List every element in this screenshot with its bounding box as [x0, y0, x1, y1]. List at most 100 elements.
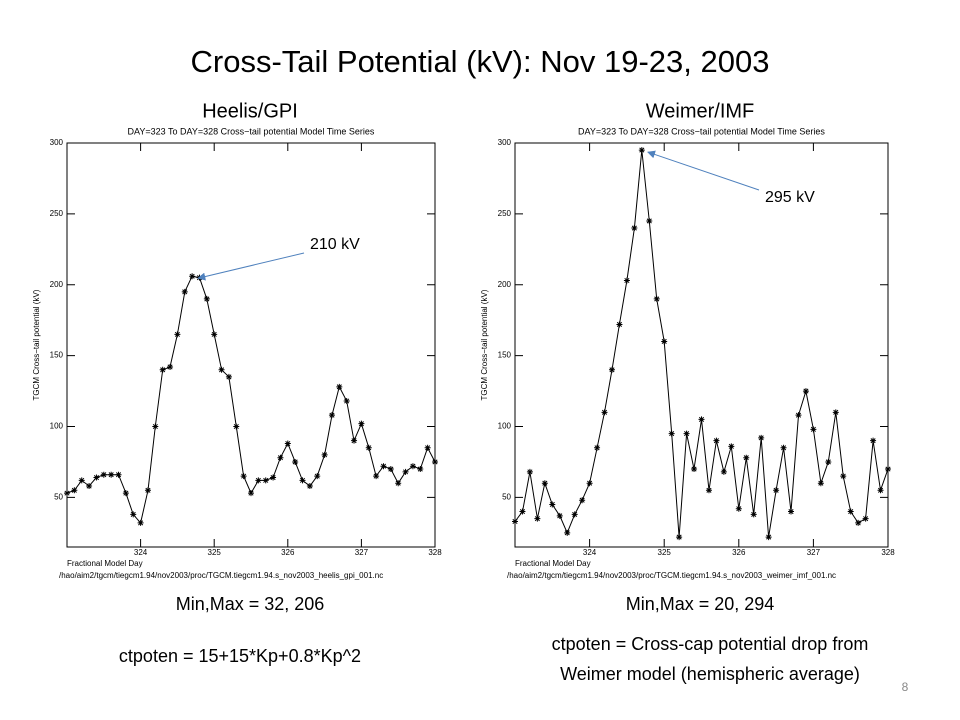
data-point — [705, 487, 712, 494]
data-point — [698, 416, 705, 423]
data-point — [167, 363, 174, 370]
data-point — [233, 423, 240, 430]
data-point — [351, 437, 358, 444]
data-point — [189, 273, 196, 280]
x-tick-label: 325 — [208, 548, 222, 557]
data-point — [720, 468, 727, 475]
plot-title: DAY=323 To DAY=328 Cross−tail potential … — [128, 126, 375, 136]
data-point — [556, 512, 563, 519]
y-tick-label: 150 — [50, 351, 64, 360]
data-point — [380, 463, 387, 470]
data-point — [691, 466, 698, 473]
page-number: 8 — [902, 680, 909, 694]
data-point — [870, 437, 877, 444]
data-point — [255, 477, 262, 484]
data-point — [825, 458, 832, 465]
data-point — [743, 454, 750, 461]
data-point — [306, 483, 313, 490]
y-tick-label: 300 — [498, 138, 512, 147]
data-point — [668, 430, 675, 437]
source-path: /hao/aim2/tgcm/tiegcm1.94/nov2003/proc/T… — [59, 571, 383, 580]
x-axis-label: Fractional Model Day — [67, 559, 143, 568]
data-point — [519, 508, 526, 515]
data-point — [765, 534, 772, 541]
data-point — [277, 454, 284, 461]
data-point — [152, 423, 159, 430]
data-point — [78, 477, 85, 484]
series-line — [514, 150, 889, 538]
formula-note: Weimer model (hemispheric average) — [560, 664, 860, 684]
data-point — [343, 397, 350, 404]
y-tick-label: 150 — [498, 351, 512, 360]
data-point — [181, 288, 188, 295]
data-point — [262, 477, 269, 484]
series-line — [66, 275, 436, 524]
data-point — [773, 487, 780, 494]
data-point — [608, 366, 615, 373]
x-tick-label: 327 — [807, 548, 821, 557]
data-point — [108, 471, 115, 478]
data-point — [802, 388, 809, 395]
data-point — [159, 366, 166, 373]
data-point — [64, 490, 70, 497]
y-tick-label: 250 — [50, 209, 64, 218]
data-point — [601, 409, 608, 416]
x-tick-label: 327 — [355, 548, 369, 557]
data-point — [292, 458, 299, 465]
y-axis-label: TGCM Cross−tail potential (kV) — [480, 289, 489, 400]
data-point — [735, 505, 742, 512]
data-point — [638, 147, 645, 154]
data-point — [270, 474, 277, 481]
annotation: 295 kV — [765, 189, 815, 206]
data-point — [549, 501, 556, 508]
data-point — [780, 444, 787, 451]
data-point — [795, 412, 802, 419]
data-point — [512, 518, 518, 525]
data-point — [758, 434, 765, 441]
formula-note: ctpoten = 15+15*Kp+0.8*Kp^2 — [119, 646, 361, 666]
data-point — [218, 366, 225, 373]
data-point — [358, 420, 365, 427]
data-point — [432, 458, 438, 465]
data-point — [661, 338, 668, 345]
x-tick-label: 328 — [428, 548, 442, 557]
y-axis-label: TGCM Cross−tail potential (kV) — [32, 289, 41, 400]
data-point — [713, 437, 720, 444]
annotation-arrow — [647, 150, 760, 191]
y-tick-label: 200 — [498, 280, 512, 289]
data-point — [810, 426, 817, 433]
slide-title: Cross-Tail Potential (kV): Nov 19-23, 20… — [191, 44, 770, 79]
data-point — [847, 508, 854, 515]
data-point — [676, 534, 683, 541]
data-point — [586, 480, 593, 487]
data-point — [646, 217, 653, 224]
data-point — [203, 295, 210, 302]
data-point — [248, 490, 254, 497]
data-point — [225, 373, 232, 380]
data-point — [877, 487, 884, 494]
x-tick-label: 324 — [134, 548, 148, 557]
data-point — [832, 409, 839, 416]
data-point — [885, 466, 891, 473]
y-tick-label: 300 — [50, 138, 64, 147]
data-point — [526, 468, 533, 475]
panel-title: Weimer/IMF — [646, 100, 755, 122]
annotation: 210 kV — [310, 236, 360, 253]
data-point — [284, 440, 291, 447]
formula-note: ctpoten = Cross-cap potential drop from — [552, 634, 869, 654]
data-point — [409, 463, 416, 470]
data-point — [321, 451, 328, 458]
data-point — [623, 277, 630, 284]
data-point — [336, 383, 343, 390]
data-point — [299, 477, 306, 484]
data-point — [571, 511, 578, 518]
y-tick-label: 250 — [498, 209, 512, 218]
data-point — [387, 466, 394, 473]
data-point — [855, 519, 862, 526]
y-tick-label: 200 — [50, 280, 64, 289]
data-point — [631, 225, 638, 232]
data-point — [130, 511, 137, 518]
min-max: Min,Max = 20, 294 — [626, 594, 775, 614]
y-tick-label: 50 — [502, 492, 511, 501]
data-point — [144, 487, 151, 494]
